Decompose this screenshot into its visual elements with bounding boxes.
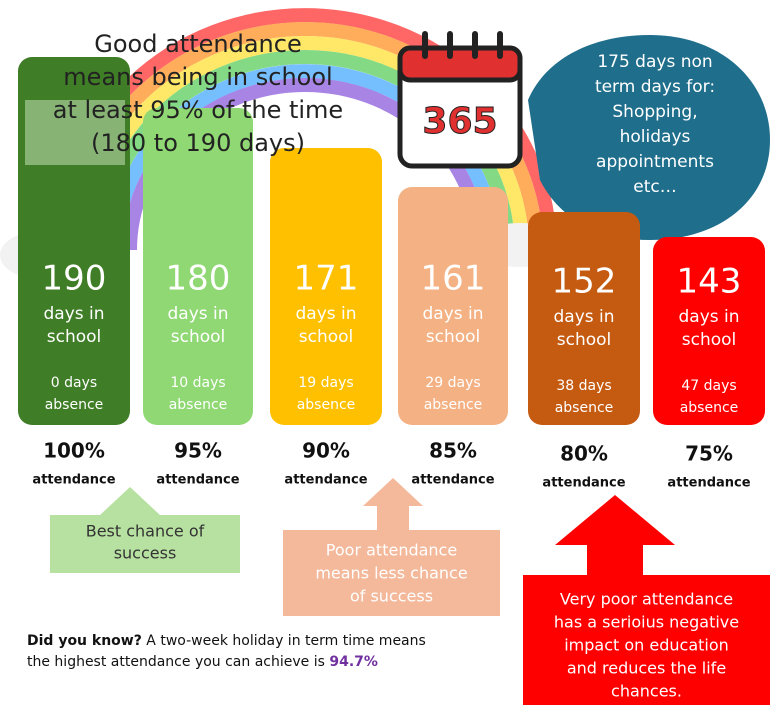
days-number: 180 <box>166 259 231 299</box>
footnote-highlight: 94.7% <box>329 654 378 670</box>
footnote-text: the highest attendance you can achieve i… <box>27 654 329 670</box>
days-label: school <box>299 327 354 347</box>
days-label: school <box>682 330 737 350</box>
attendance-label: attendance <box>284 473 367 488</box>
days-label: days in <box>422 304 483 324</box>
days-label: days in <box>43 304 104 324</box>
days-label: school <box>557 330 612 350</box>
absence-label: absence <box>45 397 104 413</box>
absence-label: 10 days <box>170 375 225 391</box>
callout-line: has a serioius negative <box>554 613 739 632</box>
calendar-number: 365 <box>422 101 497 142</box>
absence-label: 38 days <box>556 378 611 394</box>
absence-label: absence <box>297 397 356 413</box>
bubble-line: appointments <box>596 152 714 172</box>
callout-arrow <box>555 495 675 576</box>
callout-line: chances. <box>611 682 682 701</box>
calendar <box>400 34 520 166</box>
days-number: 143 <box>677 262 742 302</box>
percent: 90% <box>302 439 350 463</box>
callout-line: Very poor attendance <box>560 590 733 609</box>
days-label: days in <box>553 307 614 327</box>
callout-line: success <box>114 544 177 563</box>
days-label: days in <box>678 307 739 327</box>
percent: 100% <box>43 439 105 463</box>
bubble-line: 175 days non <box>597 52 712 72</box>
header-line: Good attendance <box>94 30 301 58</box>
footnote-text: A two-week holiday in term time means <box>142 633 426 649</box>
absence-label: absence <box>424 397 483 413</box>
days-label: days in <box>295 304 356 324</box>
absence-label: 0 days <box>51 375 97 391</box>
percent: 75% <box>685 442 733 466</box>
attendance-label: attendance <box>667 476 750 491</box>
absence-label: 19 days <box>298 375 353 391</box>
bubble-line: etc… <box>633 177 676 197</box>
days-number: 171 <box>294 259 359 299</box>
bubble-line: term days for: <box>595 77 715 97</box>
absence-label: 47 days <box>681 378 736 394</box>
attendance-label: attendance <box>411 473 494 488</box>
days-label: school <box>47 327 102 347</box>
header-line: means being in school <box>63 63 332 91</box>
callout-line: means less chance <box>315 564 467 583</box>
attendance-label: attendance <box>32 473 115 488</box>
bubble-line: holidays <box>620 127 691 147</box>
days-label: school <box>171 327 226 347</box>
footnote: Did you know? A two-week holiday in term… <box>27 633 426 649</box>
bubble-line: Shopping, <box>612 102 697 122</box>
absence-label: absence <box>555 400 614 416</box>
callout-line: Best chance of <box>86 522 205 541</box>
header-line: at least 95% of the time <box>53 96 343 124</box>
footnote: the highest attendance you can achieve i… <box>27 654 378 670</box>
callout-line: and reduces the life <box>567 659 726 678</box>
callout-line: impact on education <box>564 636 729 655</box>
callout-line: Poor attendance <box>326 541 457 560</box>
percent: 80% <box>560 442 608 466</box>
infographic: 190 days in school 0 days absence 100% attenda… <box>0 0 772 711</box>
days-number: 161 <box>421 259 486 299</box>
header-line: (180 to 190 days) <box>91 129 305 157</box>
absence-label: 29 days <box>425 375 480 391</box>
callout-arrow <box>100 487 160 516</box>
footnote-lead: Did you know? <box>27 633 142 649</box>
attendance-label: attendance <box>542 476 625 491</box>
days-label: school <box>426 327 481 347</box>
callout-line: of success <box>350 587 433 606</box>
days-number: 190 <box>42 259 107 299</box>
percent: 95% <box>174 439 222 463</box>
days-number: 152 <box>552 262 617 302</box>
absence-label: absence <box>169 397 228 413</box>
days-label: days in <box>167 304 228 324</box>
percent: 85% <box>429 439 477 463</box>
absence-label: absence <box>680 400 739 416</box>
attendance-label: attendance <box>156 473 239 488</box>
